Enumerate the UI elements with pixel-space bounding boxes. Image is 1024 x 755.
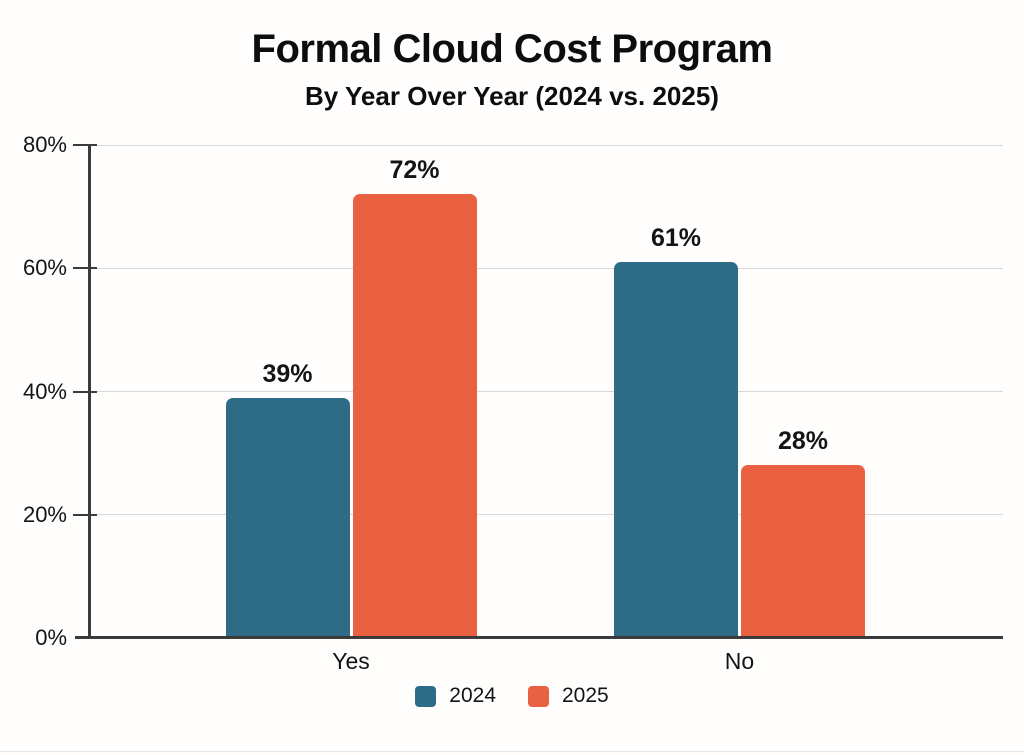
x-axis-label: No [724, 648, 755, 674]
legend-label: 2024 [449, 684, 496, 707]
plot-area: 0% 20% 40% 60% 80% 39% 72% Yes 61% 28% No [23, 132, 1003, 674]
chart-subtitle: By Year Over Year (2024 vs. 2025) [305, 81, 719, 111]
y-axis-tick-label: 40% [22, 378, 67, 404]
bottom-border [0, 751, 1024, 752]
legend-label: 2025 [562, 684, 609, 707]
legend-swatch-2024 [415, 685, 437, 707]
bar-value-label: 39% [262, 359, 313, 388]
legend-swatch-2025 [528, 685, 549, 707]
y-axis-tick-label: 20% [22, 501, 67, 527]
x-axis-label: Yes [332, 648, 370, 674]
bar-value-label: 61% [650, 224, 702, 253]
bar-2025-yes [352, 194, 477, 638]
gridline [88, 144, 1003, 146]
bar-value-label: 72% [389, 156, 440, 185]
x-axis-line [75, 636, 1003, 639]
gridline [88, 514, 1003, 516]
bar-value-label: 28% [777, 427, 829, 456]
bar-2025-no [741, 465, 865, 638]
y-axis-tick [73, 267, 97, 270]
y-axis-line [88, 145, 91, 638]
bar-2024-no [614, 262, 738, 638]
bar-2024-yes [225, 397, 350, 638]
y-axis-tick-label: 80% [22, 132, 67, 157]
gridline [88, 267, 1003, 269]
legend-item-2025: 2025 [528, 684, 609, 708]
y-axis-tick [73, 144, 97, 146]
y-axis-tick-label: 0% [35, 625, 67, 650]
gridline [88, 391, 1003, 392]
y-axis-tick-label: 60% [22, 255, 67, 281]
y-axis-tick [73, 390, 97, 393]
chart-title: Formal Cloud Cost Program [251, 27, 773, 71]
y-axis-tick [73, 513, 97, 516]
legend-item-2024: 2024 [415, 684, 496, 708]
legend: 2024 2025 [0, 684, 1024, 708]
